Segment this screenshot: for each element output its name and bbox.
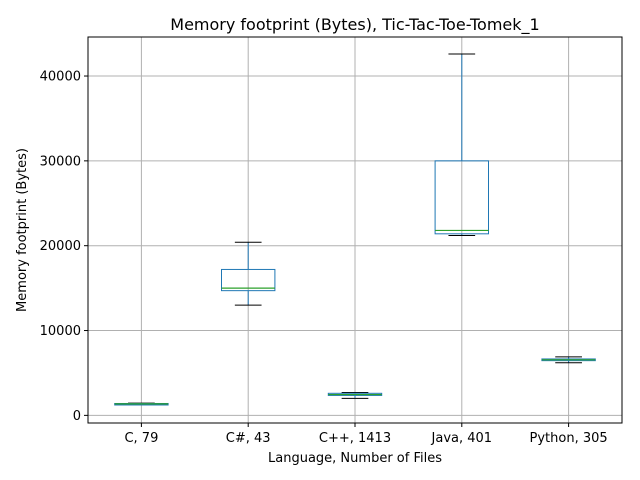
y-tick-label: 30000 [40, 154, 81, 169]
y-tick-label: 40000 [40, 70, 81, 85]
x-tick-label: C#, 43 [226, 431, 271, 446]
y-tick-label: 0 [73, 409, 81, 424]
x-tick-label: C, 79 [124, 431, 158, 446]
box [221, 268, 276, 292]
x-tick-label: Python, 305 [530, 431, 608, 446]
y-tick-label: 10000 [40, 324, 81, 339]
tick-layer: 0 10000 20000 30000 40000 C, 79 C#, 43 C++, 141… [40, 70, 608, 446]
box [434, 160, 490, 235]
y-tick-label: 20000 [40, 239, 81, 254]
x-tick-label: Java, 401 [431, 431, 493, 446]
x-tick-label: C++, 1413 [319, 431, 391, 446]
x-axis-label: Language, Number of Files [268, 451, 442, 466]
y-axis-label: Memory footprint (Bytes) [15, 148, 30, 312]
chart-title: Memory footprint (Bytes), Tic-Tac-Toe-To… [170, 15, 539, 35]
box-layer [114, 53, 596, 406]
